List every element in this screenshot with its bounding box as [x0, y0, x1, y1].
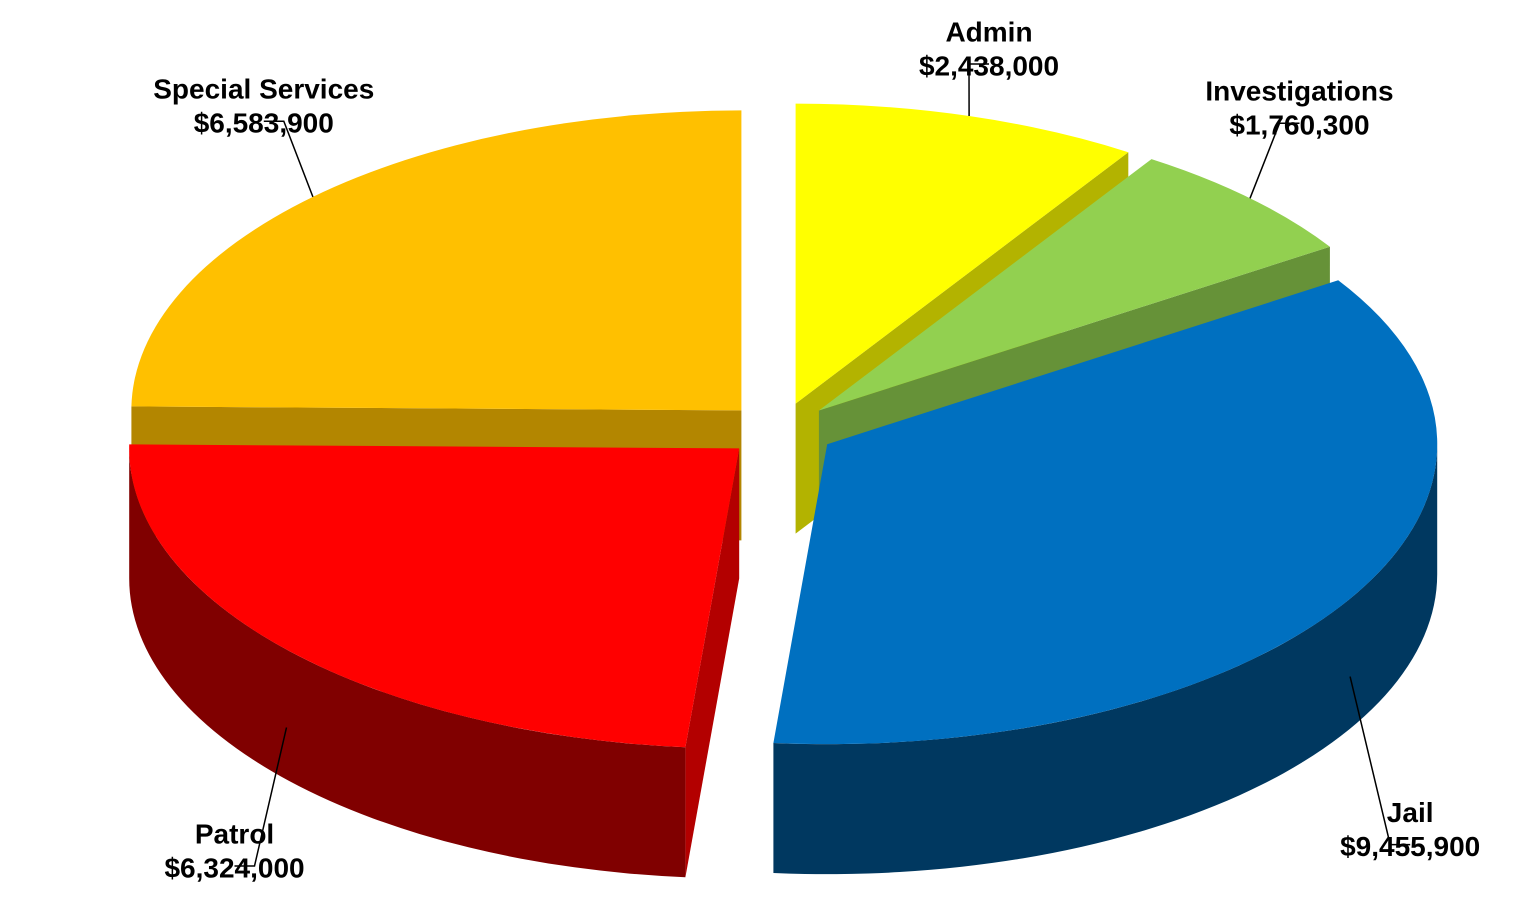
slice — [131, 110, 742, 411]
slice-side — [685, 448, 740, 878]
slice — [773, 280, 1438, 745]
leader-line — [234, 727, 288, 867]
slice-value-label: $6,324,000 — [164, 852, 304, 883]
leader-line — [1249, 122, 1300, 199]
slice — [818, 159, 1330, 411]
slice-value-label: $1,760,300 — [1229, 110, 1369, 141]
slice-label: Patrol — [195, 818, 274, 849]
leader-line — [263, 120, 314, 198]
slice-edge — [773, 444, 1438, 875]
leader-line — [968, 63, 989, 117]
slice-label: Special Services — [153, 74, 374, 105]
slice — [795, 103, 1129, 404]
leader-line — [1349, 676, 1411, 846]
slice-label: Investigations — [1205, 76, 1393, 107]
slice-label: Admin — [945, 16, 1032, 47]
slice-edge — [129, 448, 686, 878]
slice-value-label: $6,583,900 — [194, 108, 334, 139]
slice-label: Jail — [1387, 797, 1434, 828]
slice-value-label: $2,438,000 — [919, 50, 1059, 81]
slice — [129, 444, 740, 748]
slice-value-label: $9,455,900 — [1340, 831, 1480, 862]
